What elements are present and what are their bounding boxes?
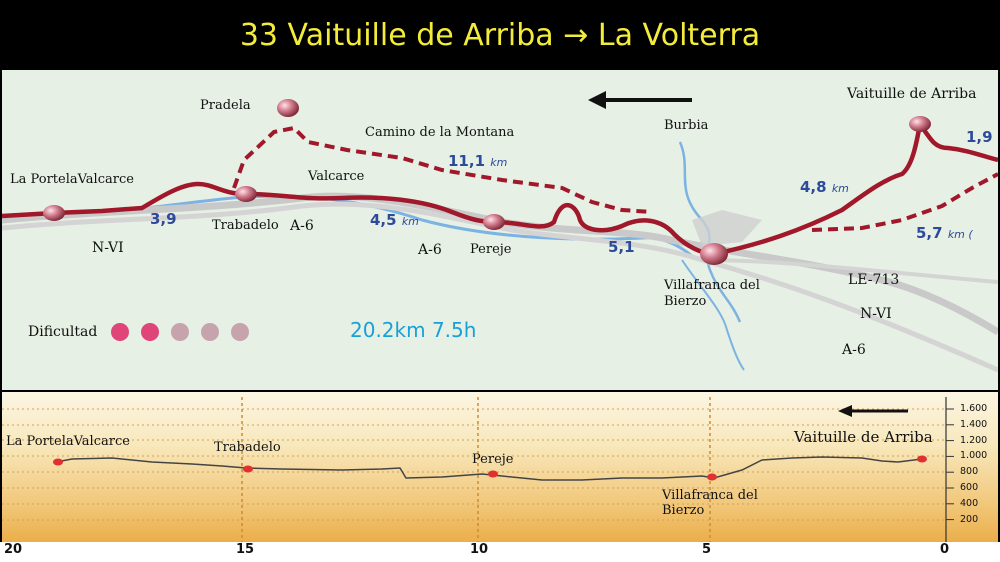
profile-label-trabadelo: Trabadelo [214, 440, 281, 455]
elevation-profile: La PortelaValcarce Trabadelo Pereje Vill… [2, 392, 998, 542]
road-label-n-vi: N-VI [92, 240, 124, 256]
distance-label: 5,7 km ( [916, 224, 973, 242]
profile-marker-portela [53, 458, 63, 466]
road-label-le713: LE-713 [848, 272, 900, 288]
marker-pereje [483, 214, 505, 230]
page-title: 33 Vaituille de Arriba → La Volterra [239, 17, 761, 53]
difficulty-icon [171, 323, 189, 341]
marker-pradela [277, 99, 299, 117]
x-tick-label: 10 [470, 542, 489, 557]
profile-direction-arrow [838, 405, 908, 417]
road-n-vi [2, 201, 998, 373]
road-a6 [2, 192, 998, 335]
place-valcarce: Valcarce [308, 169, 365, 184]
y-tick-label: 1.600 [960, 403, 988, 414]
place-burbia: Burbia [664, 118, 709, 133]
marker-villafranca [700, 243, 728, 265]
place-vaituille: Vaituille de Arriba [847, 86, 977, 102]
difficulty-icon [141, 323, 159, 341]
y-tick-label: 1.400 [960, 418, 988, 430]
difficulty-label: Dificultad [28, 324, 98, 340]
route-alt-east [811, 172, 998, 232]
profile-label-pereje: Pereje [472, 452, 514, 467]
distance-label: 5,1 [608, 238, 635, 256]
road-le713 [701, 258, 998, 284]
marker-trabadelo [235, 186, 257, 202]
y-tick-label: 200 [960, 513, 979, 525]
route-map: Vaituille de Arriba Pradela Camino de la… [2, 70, 998, 390]
profile-label-villafranca: Villafranca del Bierzo [662, 488, 758, 518]
distance-label: 3,9 [150, 210, 177, 228]
elevation-line [55, 456, 923, 481]
marker-portela [43, 205, 65, 221]
difficulty-icon [231, 323, 249, 341]
x-tick-label: 20 [4, 542, 23, 557]
profile-gridlines [2, 408, 946, 521]
distance-label: 4,5 km [370, 211, 419, 229]
distance-label: 11,1 km [448, 152, 508, 170]
road-label-n-vi: N-VI [860, 306, 892, 322]
direction-arrow [588, 91, 692, 109]
route-summary: 20.2km 7.5h [350, 318, 477, 342]
route-main [2, 118, 998, 257]
profile-km-lines [241, 397, 711, 542]
route-alt-pradela [232, 125, 653, 214]
profile-marker-pereje [488, 470, 498, 478]
road-label-a6: A-6 [290, 218, 314, 234]
place-pradela: Pradela [200, 98, 251, 113]
place-trabadelo: Trabadelo [212, 218, 279, 233]
river-bierzo [681, 259, 745, 371]
profile-label-portela: La PortelaValcarce [6, 434, 130, 449]
town-shading [692, 210, 762, 246]
place-camino: Camino de la Montana [365, 125, 515, 140]
map-drawing [2, 91, 998, 373]
profile-label-vaituille: Vaituille de Arriba [794, 428, 933, 446]
title-bar: 33 Vaituille de Arriba → La Volterra [0, 0, 1000, 70]
difficulty-icons [111, 323, 249, 341]
difficulty-icon [111, 323, 129, 341]
road-label-a6: A-6 [842, 342, 866, 358]
y-tick-label: 800 [960, 466, 979, 478]
road-label-a6: A-6 [418, 242, 442, 258]
y-tick-label: 1.000 [960, 450, 988, 462]
profile-x-axis: 20 15 10 5 0 [0, 542, 1000, 562]
place-pereje: Pereje [470, 242, 512, 257]
place-villafranca: Villafranca del Bierzo [664, 278, 760, 309]
profile-marker-villafranca [707, 473, 717, 481]
distance-label: 4,8 km [800, 178, 849, 196]
x-tick-label: 15 [236, 542, 255, 557]
place-portela: La PortelaValcarce [10, 172, 134, 187]
y-tick-label: 1.200 [960, 434, 988, 446]
profile-marker-vaituille [917, 455, 927, 463]
marker-vaituille [909, 116, 931, 132]
profile-drawing [2, 397, 954, 542]
x-tick-label: 0 [940, 542, 950, 557]
difficulty-icon [201, 323, 219, 341]
y-tick-label: 600 [960, 482, 979, 493]
distance-label: 1,9 [966, 128, 993, 146]
y-tick-label: 400 [960, 497, 979, 509]
x-tick-label: 5 [702, 542, 712, 557]
profile-marker-trabadelo [243, 465, 253, 473]
